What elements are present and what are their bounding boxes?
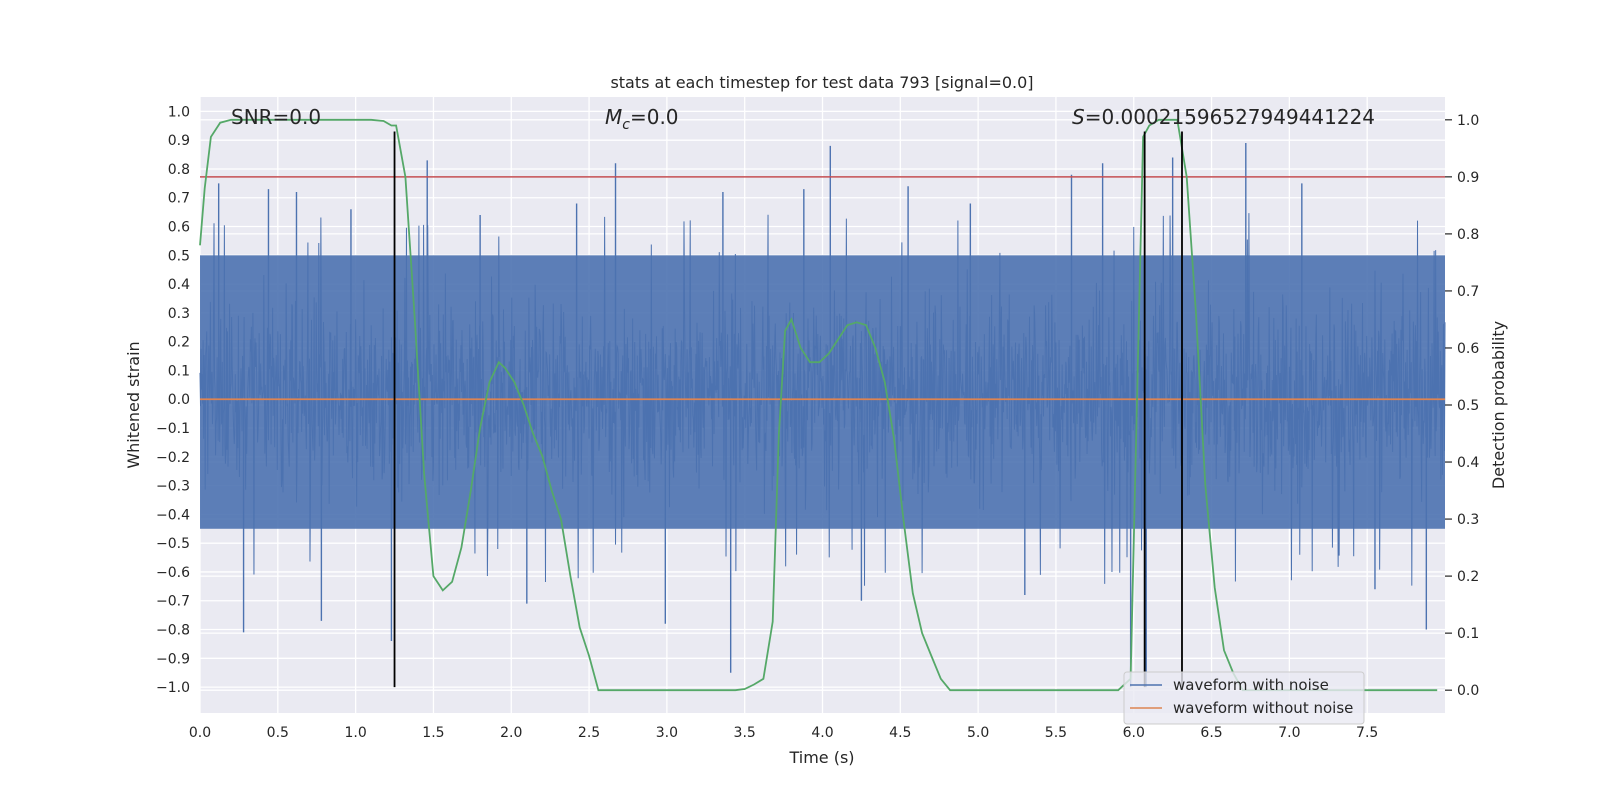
- x-tick-label-15: 7.5: [1356, 725, 1378, 741]
- chirp-mass-subscript: c: [622, 117, 630, 133]
- y2-tick-label-10: 1.0: [1457, 113, 1479, 129]
- snr-annotation: SNR=0.0: [231, 105, 321, 129]
- chart-title: stats at each timestep for test data 793…: [610, 73, 1033, 92]
- chirp-mass-annotation: Mc=0.0: [605, 105, 679, 133]
- noise-envelope: [200, 255, 1445, 529]
- x-axis-label: Time (s): [788, 748, 854, 767]
- y2-tick-label-7: 0.7: [1457, 284, 1479, 300]
- legend-label-noise: waveform with noise: [1173, 676, 1329, 694]
- y2-axis-label: Detection probability: [1489, 321, 1508, 489]
- y-tick-label-15: 0.5: [168, 248, 190, 264]
- y-axis-ticks: −1.0 −0.9 −0.8 −0.7 −0.6 −0.5 −0.4 −0.3 −0.2 −0.1…: [156, 104, 190, 696]
- x-tick-label-9: 4.5: [889, 725, 911, 741]
- y2-tick-label-5: 0.5: [1457, 398, 1479, 414]
- x-tick-label-10: 5.0: [967, 725, 989, 741]
- chirp-mass-value: =0.0: [630, 105, 679, 129]
- y-tick-label-16: 0.6: [168, 220, 190, 236]
- x-tick-label-12: 6.0: [1123, 725, 1145, 741]
- y2-tick-label-3: 0.3: [1457, 512, 1479, 528]
- x-tick-label-2: 1.0: [344, 725, 366, 741]
- series-detection-probability: [199, 118, 1438, 692]
- x-tick-label-8: 4.0: [811, 725, 833, 741]
- y2-tick-label-1: 0.1: [1457, 626, 1479, 642]
- y-tick-label-6: −0.4: [156, 507, 190, 523]
- x-axis-ticks: 0.0 0.5 1.0 1.5 2.0 2.5 3.0 3.5 4.0 4.5 5.0 5.5 6.0 6…: [189, 725, 1378, 741]
- legend-box: [1123, 671, 1365, 725]
- x-tick-label-1: 0.5: [267, 725, 289, 741]
- y-tick-label-11: 0.1: [168, 363, 190, 379]
- y-tick-label-13: 0.3: [168, 306, 190, 322]
- y-tick-label-2: −0.8: [156, 623, 190, 639]
- y-tick-label-14: 0.4: [168, 277, 190, 293]
- s-annotation: S=0.00021596527949441224: [1072, 105, 1375, 129]
- y2-tick-label-2: 0.2: [1457, 569, 1479, 585]
- y-tick-label-18: 0.8: [168, 162, 190, 178]
- y-tick-label-19: 0.9: [168, 133, 190, 149]
- y2-tick-label-8: 0.8: [1457, 227, 1479, 243]
- y-tick-label-12: 0.2: [168, 335, 190, 351]
- y-tick-label-20: 1.0: [168, 104, 190, 120]
- y-tick-label-17: 0.7: [168, 191, 190, 207]
- marker-lines: [393, 131, 1183, 688]
- y-tick-label-0: −1.0: [156, 680, 190, 696]
- y2-tick-label-9: 0.9: [1457, 170, 1479, 186]
- x-tick-label-5: 2.5: [578, 725, 600, 741]
- x-tick-label-13: 6.5: [1200, 725, 1222, 741]
- y-tick-label-9: −0.1: [156, 421, 190, 437]
- y-tick-label-7: −0.3: [156, 479, 190, 495]
- y-tick-label-3: −0.7: [156, 594, 190, 610]
- x-tick-label-6: 3.0: [656, 725, 678, 741]
- y2-tick-label-0: 0.0: [1457, 683, 1479, 699]
- y2-tick-label-4: 0.4: [1457, 455, 1479, 471]
- y2-axis-ticks: 0.0 0.1 0.2 0.3 0.4 0.5 0.6 0.7 0.8 0.9 1.0: [1445, 113, 1479, 699]
- y-tick-label-10: 0.0: [168, 392, 190, 408]
- legend: waveform with noise waveform without noi…: [1123, 671, 1365, 725]
- x-tick-label-7: 3.5: [734, 725, 756, 741]
- y-tick-label-8: −0.2: [156, 450, 190, 466]
- x-tick-label-14: 7.0: [1278, 725, 1300, 741]
- y-tick-label-1: −0.9: [156, 651, 190, 667]
- y-axis-label: Whitened strain: [124, 341, 143, 468]
- x-tick-label-3: 1.5: [422, 725, 444, 741]
- x-tick-label-11: 5.5: [1045, 725, 1067, 741]
- x-tick-label-4: 2.0: [500, 725, 522, 741]
- series-waveform-with-noise: [199, 143, 1446, 688]
- y-tick-label-4: −0.6: [156, 565, 190, 581]
- x-tick-label-0: 0.0: [189, 725, 211, 741]
- s-symbol: S: [1072, 105, 1085, 129]
- y-tick-label-5: −0.5: [156, 536, 190, 552]
- legend-label-clean: waveform without noise: [1173, 699, 1353, 717]
- s-value: =0.00021596527949441224: [1085, 105, 1375, 129]
- y2-tick-label-6: 0.6: [1457, 341, 1479, 357]
- chirp-mass-symbol: M: [605, 105, 622, 129]
